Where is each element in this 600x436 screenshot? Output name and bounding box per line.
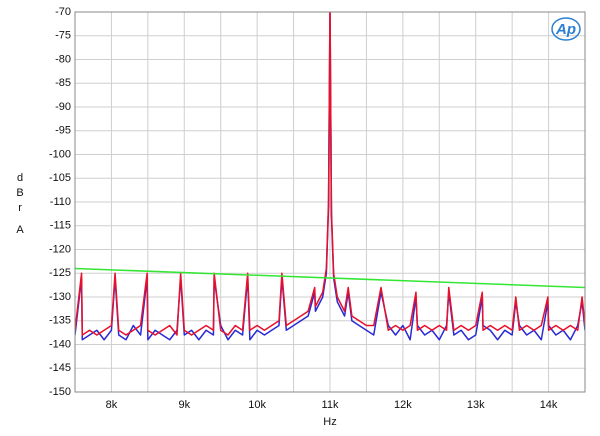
- y-axis-unit: A: [16, 224, 24, 236]
- x-tick-label: 10k: [248, 399, 266, 411]
- y-tick-label: -125: [49, 267, 71, 279]
- y-tick-label: -85: [55, 77, 71, 89]
- y-tick-label: -140: [49, 338, 71, 350]
- y-tick-label: -75: [55, 30, 71, 42]
- y-tick-label: -80: [55, 53, 71, 65]
- x-tick-label: 8k: [106, 399, 118, 411]
- y-tick-label: -70: [55, 6, 71, 18]
- x-tick-label: 13k: [467, 399, 485, 411]
- series-line: [75, 267, 585, 289]
- y-tick-label: -145: [49, 362, 71, 374]
- logo-ring: [551, 17, 581, 41]
- series: [75, 12, 585, 341]
- series-line: [75, 12, 585, 336]
- y-tick-label: -120: [49, 243, 71, 255]
- x-tick-label: 11k: [322, 399, 339, 411]
- logo: Ap: [555, 21, 576, 38]
- y-tick-label: -150: [49, 386, 71, 398]
- y-tick-label: -100: [49, 148, 71, 160]
- plot-border: [74, 11, 586, 393]
- x-tick-label: 14k: [540, 399, 558, 411]
- y-tick-label: -90: [55, 101, 71, 113]
- y-tick-label: -105: [49, 172, 71, 184]
- y-tick-label: -135: [49, 315, 71, 327]
- y-tick-label: -110: [50, 196, 71, 208]
- x-axis-label: Hz: [323, 416, 336, 428]
- y-tick-label: -130: [49, 291, 71, 303]
- x-tick-label: 12k: [394, 399, 412, 411]
- y-axis-label: dBr: [14, 172, 26, 217]
- x-tick-label: 9k: [178, 399, 190, 411]
- y-tick-label: -115: [50, 220, 71, 232]
- y-tick-label: -95: [55, 125, 71, 137]
